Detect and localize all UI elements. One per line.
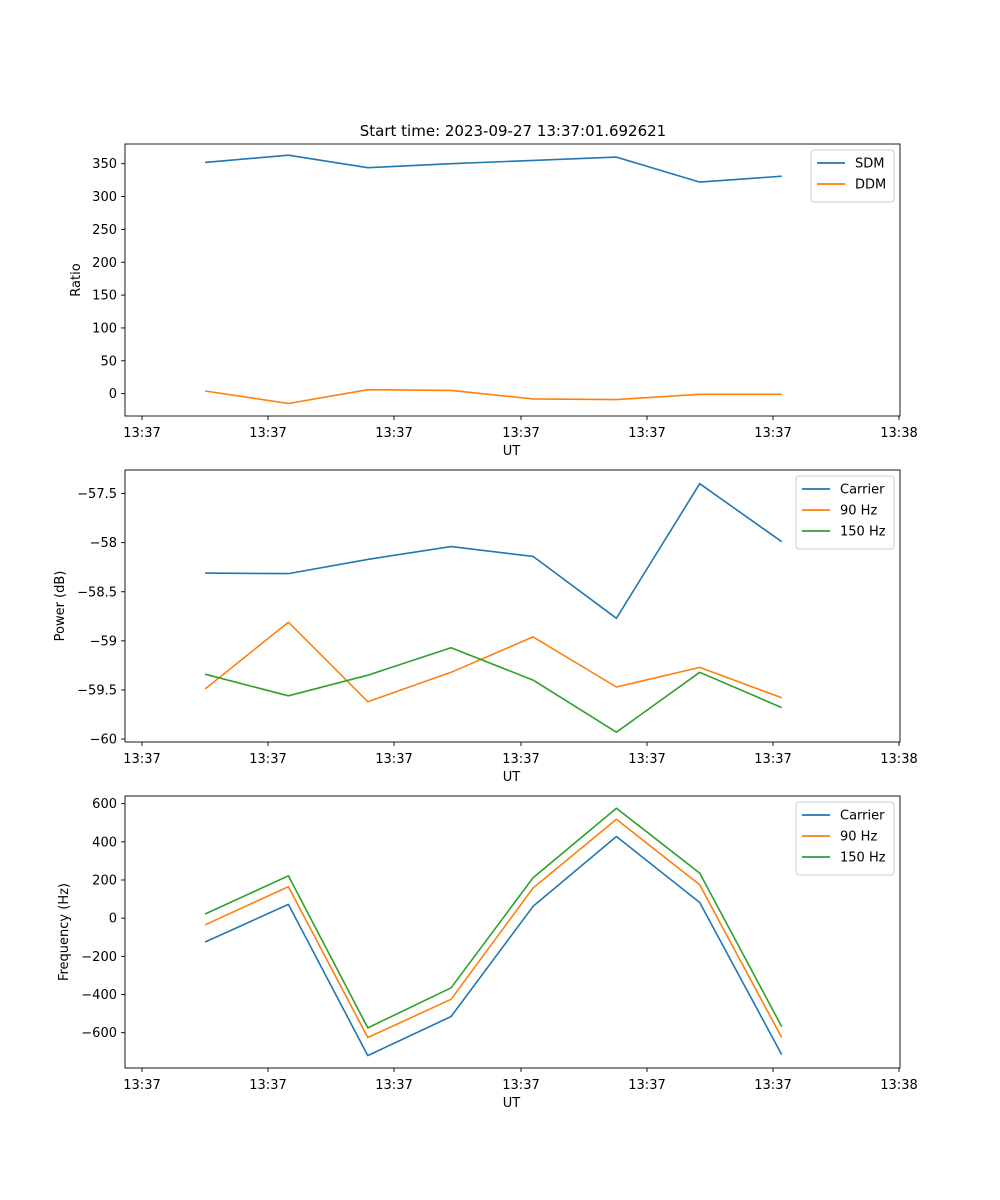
y-tick-label: −60 xyxy=(90,733,117,748)
x-tick-label: 13:37 xyxy=(628,752,665,767)
legend: Carrier 90 Hz 150 Hz xyxy=(795,801,895,876)
series-line-90-hz xyxy=(204,621,782,703)
y-tick-label: 400 xyxy=(92,835,117,850)
x-tick-label: 13:37 xyxy=(249,426,286,441)
y-tick-label: −57.5 xyxy=(77,487,117,502)
y-tick-label: −58.5 xyxy=(77,585,117,600)
y-tick-label: 200 xyxy=(92,256,117,271)
legend-entry: 150 Hz xyxy=(840,851,886,866)
series-line-carrier xyxy=(205,482,783,620)
y-axis-label: Ratio xyxy=(69,263,84,296)
x-tick-label: 13:38 xyxy=(880,1078,917,1093)
legend-entry: SDM xyxy=(855,157,884,172)
legend-entry: 90 Hz xyxy=(840,504,877,519)
y-axis-label: Frequency (Hz) xyxy=(57,883,72,981)
y-tick-label: 50 xyxy=(100,354,117,369)
chart-panel-3: −600 −400 −200 0 200 400 600 13:37 13:37 13:37 13:… xyxy=(57,795,918,1111)
y-tick-label: 300 xyxy=(92,190,117,205)
x-tick-label: 13:37 xyxy=(375,426,412,441)
x-tick-label: 13:38 xyxy=(880,752,917,767)
x-tick-label: 13:37 xyxy=(375,1078,412,1093)
axes-frame xyxy=(124,469,901,743)
x-tick-label: 13:37 xyxy=(628,1078,665,1093)
series-line-150-hz xyxy=(204,807,783,1029)
chart-panel-1: 0 50 100 150 200 250 300 350 13:37 13:37 13:37 13:3… xyxy=(69,143,918,459)
y-tick-label: −200 xyxy=(81,950,117,965)
figure-title: Start time: 2023-09-27 13:37:01.692621 xyxy=(360,122,666,140)
x-tick-label: 13:37 xyxy=(502,426,539,441)
y-tick-label: −600 xyxy=(81,1026,117,1041)
axes-frame xyxy=(124,795,901,1069)
series-line-sdm xyxy=(205,154,782,183)
series-line-150-hz xyxy=(204,646,783,734)
x-tick-label: 13:37 xyxy=(375,752,412,767)
y-tick-label: 100 xyxy=(92,321,117,336)
axes-frame xyxy=(124,143,901,417)
x-axis-label: UT xyxy=(503,1096,521,1111)
panels: 0 50 100 150 200 250 300 350 13:37 13:37 13:37 13:3… xyxy=(53,143,918,1111)
x-tick-label: 13:38 xyxy=(880,426,917,441)
y-tick-label: −400 xyxy=(81,988,117,1003)
legend-entry: DDM xyxy=(855,178,886,193)
legend-entry: 90 Hz xyxy=(840,830,877,845)
x-axis-label: UT xyxy=(503,444,521,459)
x-tick-label: 13:37 xyxy=(502,752,539,767)
x-axis-label: UT xyxy=(503,770,521,785)
x-tick-label: 13:37 xyxy=(123,426,160,441)
legend: Carrier 90 Hz 150 Hz xyxy=(795,475,895,550)
y-tick-label: −59.5 xyxy=(77,683,117,698)
series-line-90-hz xyxy=(204,818,783,1039)
y-tick-label: 600 xyxy=(92,797,117,812)
legend-entry: Carrier xyxy=(840,809,885,824)
y-tick-label: −59 xyxy=(90,634,117,649)
y-tick-label: 350 xyxy=(92,157,117,172)
x-tick-label: 13:37 xyxy=(754,426,791,441)
x-tick-label: 13:37 xyxy=(249,1078,286,1093)
chart-panel-2: −60 −59.5 −59 −58.5 −58 −57.5 13:37 13:37 13:37 1… xyxy=(53,469,918,785)
legend: SDM DDM xyxy=(810,149,895,203)
x-tick-label: 13:37 xyxy=(754,1078,791,1093)
legend-entry: 150 Hz xyxy=(840,525,886,540)
y-tick-label: 0 xyxy=(109,387,117,402)
y-tick-label: −58 xyxy=(90,536,117,551)
x-tick-label: 13:37 xyxy=(628,426,665,441)
series-line-ddm xyxy=(204,388,782,405)
x-tick-label: 13:37 xyxy=(249,752,286,767)
y-tick-label: 0 xyxy=(109,912,117,927)
legend-entry: Carrier xyxy=(840,483,885,498)
x-tick-label: 13:37 xyxy=(754,752,791,767)
y-tick-label: 200 xyxy=(92,873,117,888)
x-tick-label: 13:37 xyxy=(502,1078,539,1093)
x-tick-label: 13:37 xyxy=(123,1078,160,1093)
y-axis-label: Power (dB) xyxy=(53,571,68,642)
series-line-carrier xyxy=(204,835,783,1057)
y-tick-label: 150 xyxy=(92,289,117,304)
y-tick-label: 250 xyxy=(92,223,117,238)
x-tick-label: 13:37 xyxy=(123,752,160,767)
